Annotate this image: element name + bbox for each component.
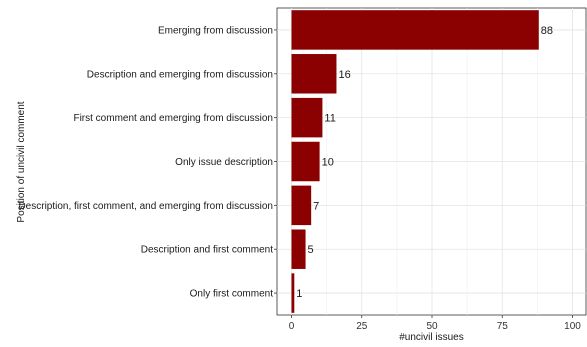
data-label: 16 — [338, 69, 350, 81]
y-axis-title: Position of uncivil comment — [16, 101, 27, 222]
data-label: 7 — [313, 200, 319, 212]
bar — [291, 10, 539, 50]
x-tick-label: 0 — [289, 321, 295, 332]
data-label: 11 — [324, 113, 335, 125]
bars — [291, 10, 539, 313]
data-label: 10 — [322, 157, 334, 169]
bar — [291, 141, 320, 182]
y-category-label: Description and emerging from discussion — [87, 69, 273, 80]
x-tick-label: 50 — [426, 321, 438, 332]
bar — [291, 229, 306, 269]
data-label: 5 — [308, 244, 314, 256]
y-category-label: Only first comment — [190, 289, 274, 300]
y-category-label: Description, first comment, and emerging… — [18, 201, 273, 212]
data-label: 88 — [541, 25, 553, 37]
y-category-label: Emerging from discussion — [158, 25, 273, 36]
bar — [291, 54, 337, 94]
bar — [291, 185, 312, 226]
x-axis-ticks: 0 25 50 75 100 — [289, 315, 581, 332]
bar — [291, 97, 323, 138]
data-labels: 88 16 11 10 7 5 1 — [296, 25, 553, 300]
y-category-label: Description and first comment — [141, 245, 273, 256]
x-axis-title: #uncivil issues — [399, 332, 463, 343]
x-tick-label: 25 — [356, 321, 368, 332]
bar — [291, 273, 295, 313]
y-axis-category-labels: Emerging from discussion Description and … — [18, 25, 277, 300]
y-category-label: First comment and emerging from discussi… — [73, 113, 273, 124]
x-tick-label: 75 — [497, 321, 509, 332]
data-label: 1 — [296, 288, 302, 300]
y-category-label: Only issue description — [175, 157, 273, 168]
x-tick-label: 100 — [564, 321, 581, 332]
